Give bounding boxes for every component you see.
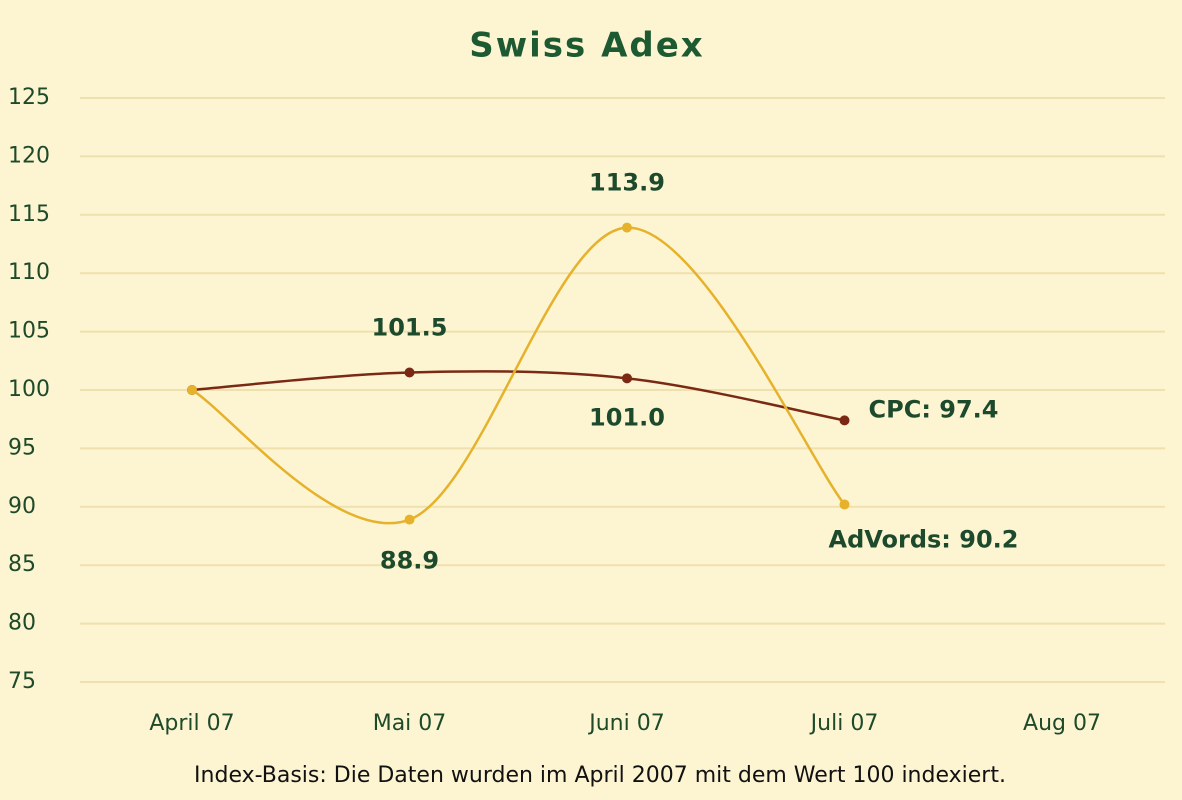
y-tick-label: 75 (8, 669, 36, 694)
y-tick-label: 125 (8, 85, 50, 110)
data-label: AdVords: 90.2 (829, 525, 1019, 553)
y-tick-label: 120 (8, 143, 50, 168)
chart-title: Swiss Adex (469, 26, 705, 66)
series-line (191, 370, 845, 422)
y-tick-label: 85 (8, 552, 36, 577)
point (187, 385, 197, 395)
data-label: 113.9 (589, 169, 665, 197)
point (622, 222, 632, 233)
point (839, 499, 850, 510)
footnote: Index-Basis: Die Daten wurden im April 2… (194, 763, 1006, 788)
y-tick-label: 105 (8, 319, 50, 344)
y-tick-label: 90 (8, 494, 36, 519)
data-label: 101.0 (589, 403, 665, 431)
x-tick-label: Juni 07 (587, 711, 664, 736)
x-tick-label: Aug 07 (1023, 711, 1101, 736)
x-tick-label: Mai 07 (373, 711, 447, 736)
y-tick-label: 80 (8, 611, 36, 636)
data-label: CPC: 97.4 (869, 395, 999, 423)
point (622, 373, 632, 384)
series-line (191, 226, 846, 525)
y-tick-label: 95 (8, 435, 36, 460)
data-label: 101.5 (372, 313, 448, 341)
y-tick-label: 100 (8, 377, 50, 402)
x-tick-label: Juli 07 (809, 711, 879, 736)
data-label: 88.9 (380, 547, 439, 575)
y-tick-label: 110 (8, 260, 50, 285)
point (404, 367, 415, 378)
x-tick-label: April 07 (149, 711, 234, 736)
y-tick-label: 115 (8, 202, 50, 227)
point (404, 514, 415, 525)
point (839, 415, 850, 426)
